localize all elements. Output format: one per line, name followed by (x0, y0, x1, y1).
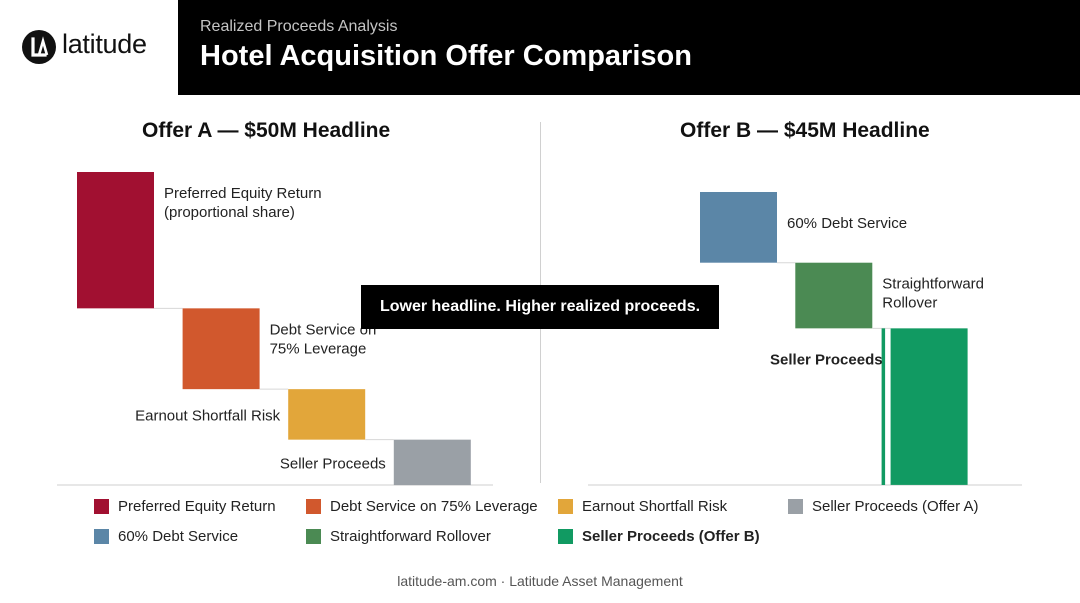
bar-a-2 (182, 308, 260, 390)
bar-label-line: Debt Service on (270, 321, 377, 338)
header-bar: Realized Proceeds Analysis Hotel Acquisi… (178, 0, 1080, 95)
bar-label-line: 60% Debt Service (787, 215, 907, 232)
bar-label: Seller Proceeds (280, 455, 386, 472)
bar-label-line: Rollover (882, 295, 937, 312)
bar-label: Preferred Equity Return (proportional sha… (164, 185, 322, 221)
bar-label-line: Preferred Equity Return (164, 185, 322, 202)
bar-a-4 (393, 439, 471, 486)
callout-banner: Lower headline. Higher realized proceeds… (361, 285, 719, 329)
bar-b-2 (795, 262, 873, 329)
bar-a-3 (288, 389, 366, 440)
bar-label-line: Seller Proceeds (280, 455, 386, 472)
bar-label-line: 75% Leverage (270, 340, 367, 357)
bar-label: 60% Debt Service (787, 215, 907, 232)
bar-label: Seller Proceeds (770, 351, 883, 368)
bar-label-line: (proportional share) (164, 204, 295, 221)
bar-b-3 (890, 328, 968, 485)
bar-label: Earnout Shortfall Risk (135, 407, 281, 424)
latitude-logo-icon (22, 30, 56, 64)
bar-a-1 (77, 172, 154, 309)
bar-label-line: Earnout Shortfall Risk (135, 407, 281, 424)
brand-logo: latitude (0, 0, 178, 95)
bar-label-line: Seller Proceeds (770, 351, 883, 368)
bar-b-1 (700, 192, 777, 263)
bar-label-line: Straightforward (882, 276, 984, 293)
offer-a-title: Offer A — $50M Headline (142, 119, 391, 142)
page-title: Hotel Acquisition Offer Comparison (200, 40, 692, 72)
bar-label: Debt Service on 75% Leverage (270, 321, 377, 357)
bar-label: Straightforward Rollover (882, 276, 984, 312)
offer-b-title: Offer B — $45M Headline (680, 119, 930, 142)
brand-name: latitude (62, 29, 147, 59)
highlight-marker (881, 328, 886, 485)
footer-text: latitude-am.com · Latitude Asset Managem… (397, 573, 683, 589)
page-subtitle: Realized Proceeds Analysis (200, 18, 398, 35)
